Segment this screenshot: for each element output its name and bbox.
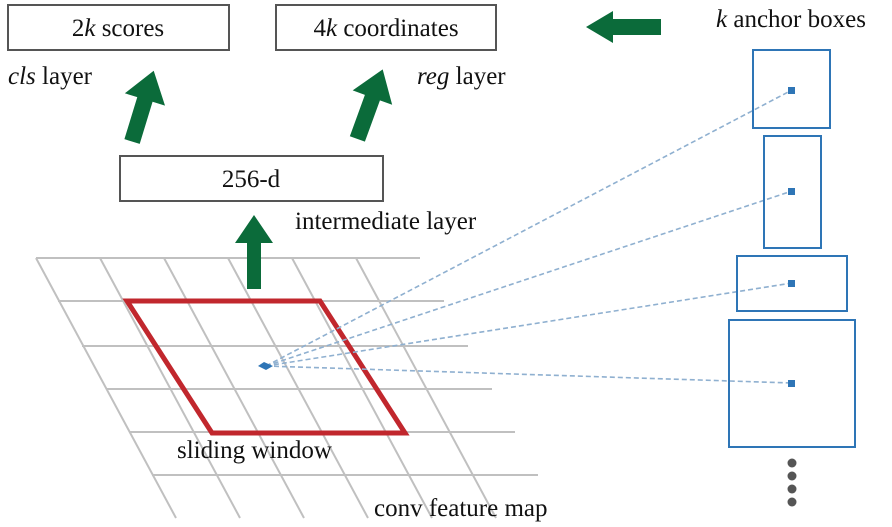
anchor-projection-lines bbox=[265, 89, 793, 384]
anchor-box-2 bbox=[763, 135, 822, 249]
conv-feature-map-label: conv feature map bbox=[374, 495, 548, 522]
anchor-box-1 bbox=[752, 49, 831, 129]
anchor-center-3 bbox=[788, 280, 795, 287]
anchor-center-1 bbox=[788, 87, 795, 94]
scores-label: 2k scores bbox=[72, 15, 164, 42]
reg-layer-label: reg layer bbox=[417, 63, 506, 90]
intermediate-layer-label: intermediate layer bbox=[295, 208, 477, 235]
anchor-boxes-label: k anchor boxes bbox=[716, 6, 866, 33]
sliding-window-label: sliding window bbox=[177, 437, 332, 464]
arrow-up-to-cls-icon bbox=[124, 70, 166, 144]
cls-layer-label: cls layer bbox=[8, 63, 93, 90]
intermediate-box-label: 256-d bbox=[222, 166, 281, 193]
anchor-center-2 bbox=[788, 188, 795, 195]
anchor-box-4 bbox=[728, 319, 856, 448]
scores-box bbox=[7, 4, 230, 51]
coordinates-box bbox=[275, 4, 497, 51]
sliding-window-center-marker bbox=[258, 362, 273, 370]
more-anchors-ellipsis-icon bbox=[787, 458, 797, 507]
intermediate-box bbox=[119, 155, 384, 202]
coordinates-label: 4k coordinates bbox=[313, 15, 458, 42]
conv-feature-map-grid bbox=[35, 257, 538, 519]
anchor-boxes bbox=[728, 49, 856, 448]
anchor-center-4 bbox=[788, 380, 795, 387]
arrow-up-to-intermediate-icon bbox=[235, 215, 273, 289]
sliding-window-outline bbox=[122, 298, 410, 436]
arrow-up-to-reg-icon bbox=[349, 69, 393, 142]
anchor-box-3 bbox=[736, 255, 848, 312]
arrow-left-from-anchors-icon bbox=[586, 11, 661, 43]
